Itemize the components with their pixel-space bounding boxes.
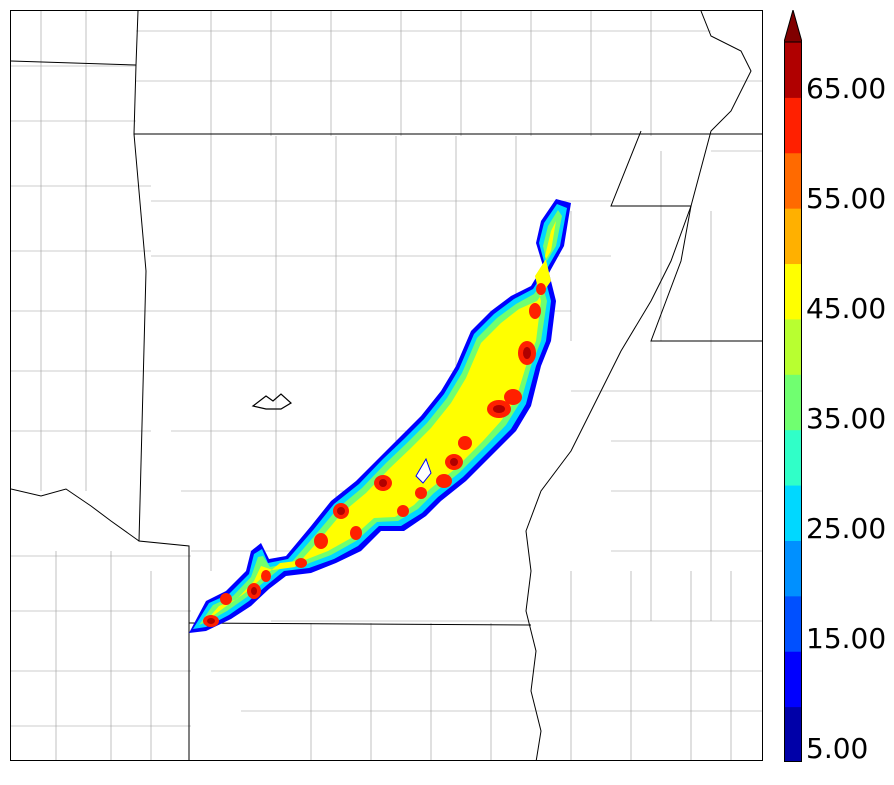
colorbar-segment [784, 651, 802, 708]
colorbar-segment [784, 318, 802, 375]
map-panel [10, 10, 763, 761]
colorbar-segment [784, 97, 802, 154]
colorbar-tick-label: 15.00 [806, 622, 887, 655]
colorbar-tick-label: 45.00 [806, 292, 887, 325]
colorbar-tick-label: 5.00 [806, 732, 869, 765]
colorbar-tick-label: 35.00 [806, 402, 887, 435]
colorbar [784, 10, 802, 762]
colorbar-segment [784, 540, 802, 597]
colorbar-segment [784, 208, 802, 265]
map-canvas [11, 11, 762, 760]
colorbar-segment [784, 429, 802, 486]
colorbar-tick-label: 55.00 [806, 182, 887, 215]
reflectivity-swath [189, 199, 571, 633]
colorbar-tick-label: 65.00 [806, 72, 887, 105]
colorbar-segment [784, 595, 802, 652]
colorbar-segment [784, 706, 802, 762]
colorbar-outline [784, 41, 802, 762]
colorbar-segment [784, 485, 802, 541]
colorbar-extend-arrow [784, 10, 802, 43]
colorbar-segment [784, 42, 802, 98]
lake-outline [251, 393, 293, 410]
county-boundaries [11, 11, 762, 760]
colorbar-tick-label: 25.00 [806, 512, 887, 545]
colorbar-segment [784, 374, 802, 431]
colorbar-segment [784, 152, 802, 209]
colorbar-segment [784, 263, 802, 320]
state-boundaries [11, 11, 762, 760]
